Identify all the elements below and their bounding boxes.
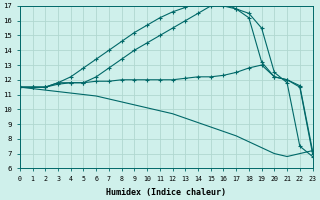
X-axis label: Humidex (Indice chaleur): Humidex (Indice chaleur) <box>106 188 226 197</box>
